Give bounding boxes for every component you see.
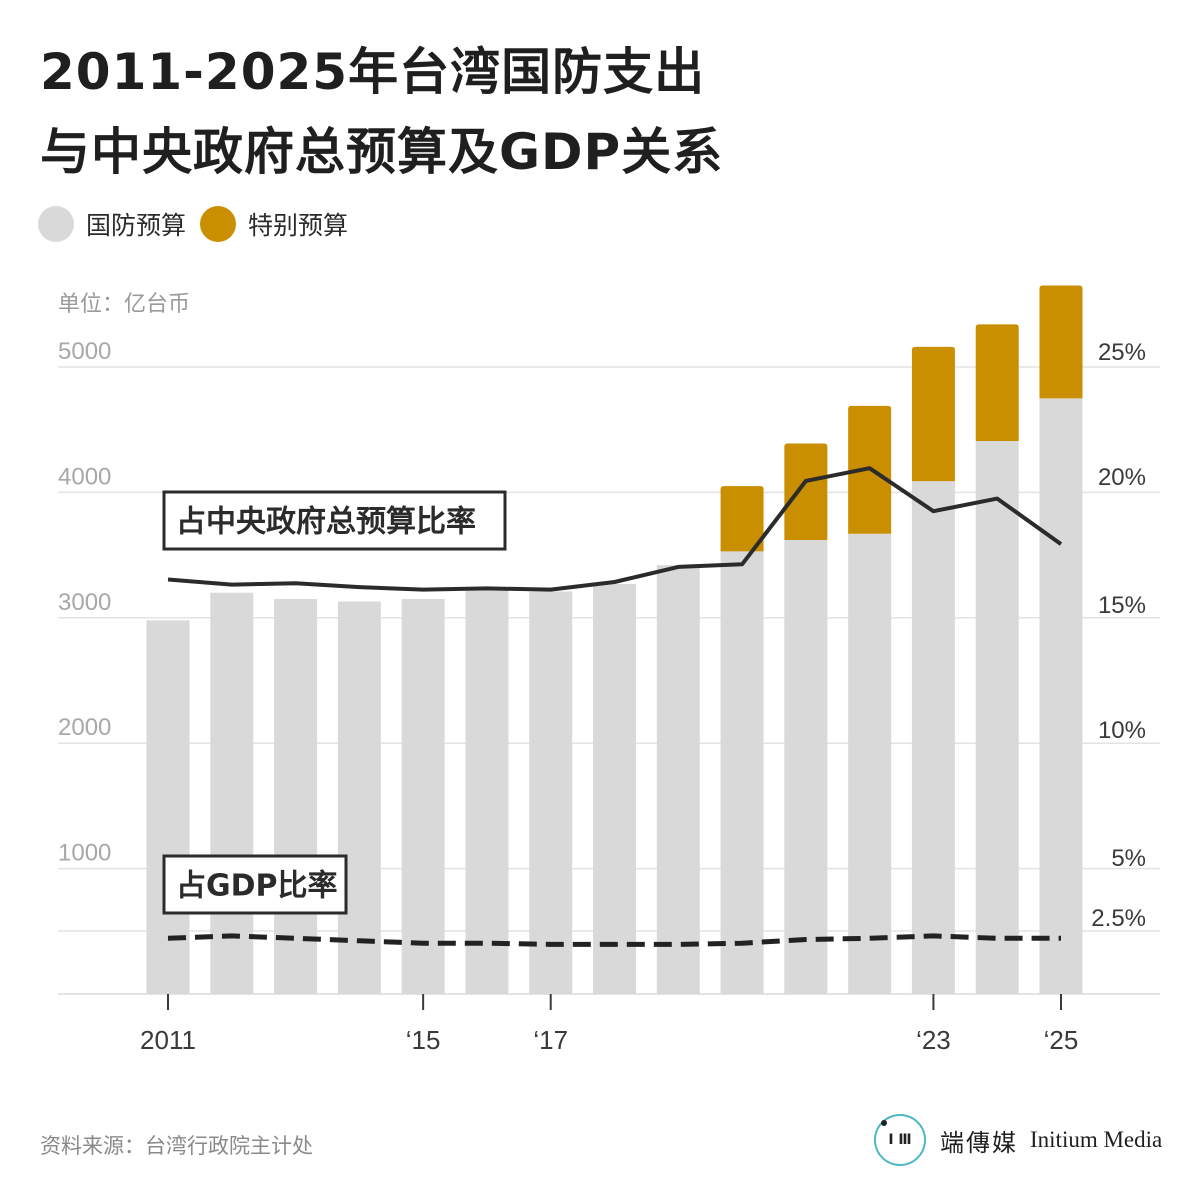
line-budget-share xyxy=(167,466,1063,592)
source-note: 资料来源：台湾行政院主计处 xyxy=(40,1134,313,1158)
y-tick-label: 3000 xyxy=(58,589,111,616)
unit-label: 单位：亿台币 xyxy=(58,292,191,317)
bar-defense xyxy=(1039,398,1083,995)
legend-label-defense: 国防预算 xyxy=(86,211,187,240)
bar-defense xyxy=(784,540,828,994)
bar-defense xyxy=(529,591,573,994)
bar-defense xyxy=(911,481,955,994)
bar-defense xyxy=(274,598,318,994)
legend: 国防预算 特别预算 xyxy=(38,206,362,242)
y2-tick-label: 20% xyxy=(1098,464,1146,491)
bar-special xyxy=(911,346,955,482)
x-tick-label: ‘23 xyxy=(916,1025,951,1055)
initium-logo-icon: I Ⅲ xyxy=(874,1114,926,1166)
title-line-2: 与中央政府总预算及GDP关系 xyxy=(40,123,724,181)
y-tick-label: 2000 xyxy=(58,714,111,741)
y-tick-label: 4000 xyxy=(58,463,111,490)
bar-defense xyxy=(848,533,892,994)
x-tick-label: 2011 xyxy=(140,1025,196,1055)
x-tick-label: ‘15 xyxy=(406,1025,441,1055)
bar-defense xyxy=(337,601,381,994)
x-tick-label: ‘17 xyxy=(533,1025,568,1055)
y2-tick-label: 25% xyxy=(1098,339,1146,366)
legend-swatch-special xyxy=(200,206,237,242)
y-tick-label: 1000 xyxy=(58,840,111,867)
bar-defense xyxy=(720,551,764,994)
bar-defense xyxy=(146,620,190,994)
bar-special xyxy=(784,443,828,541)
annotation-budget-share-box xyxy=(162,490,507,551)
y-tick-label: 5000 xyxy=(58,338,111,365)
bar-defense xyxy=(975,440,1019,995)
x-tick-label: ‘25 xyxy=(1044,1025,1079,1055)
bar-defense xyxy=(401,598,445,994)
bar-defense xyxy=(656,565,700,994)
y2-tick-label: 10% xyxy=(1098,717,1146,744)
legend-item-defense: 国防预算 xyxy=(38,206,186,242)
legend-label-special: 特别预算 xyxy=(248,211,349,240)
title-line-1: 2011-2025年台湾国防支出 xyxy=(40,43,706,101)
annotation-budget-share-label: 占中央政府总预算比率 xyxy=(176,505,476,540)
bar-defense xyxy=(593,583,636,994)
chart-title: 2011-2025年台湾国防支出 与中央政府总预算及GDP关系 xyxy=(40,32,723,192)
annotation-gdp-share-label: 占GDP比率 xyxy=(176,869,338,904)
y2-tick-label: 2.5% xyxy=(1091,905,1146,932)
logo-glyph: I Ⅲ xyxy=(888,1132,912,1148)
brand-name-cn: 端傳媒 xyxy=(940,1128,1018,1157)
bar-special xyxy=(1039,285,1083,399)
brand-name-en: Initium Media xyxy=(1030,1127,1163,1152)
bar-defense xyxy=(210,592,254,994)
legend-item-special: 特别预算 xyxy=(200,206,348,242)
annotation-gdp-share-box xyxy=(162,854,348,915)
y2-tick-label: 5% xyxy=(1111,845,1146,872)
y2-tick-label: 15% xyxy=(1098,592,1146,619)
brand-logo-block: I Ⅲ 端傳媒 Initium Media xyxy=(874,1114,1162,1166)
legend-swatch-defense xyxy=(38,206,74,242)
line-gdp-share xyxy=(167,933,1061,947)
bar-defense xyxy=(465,588,509,994)
bar-special xyxy=(720,486,764,552)
bar-special xyxy=(975,324,1019,441)
